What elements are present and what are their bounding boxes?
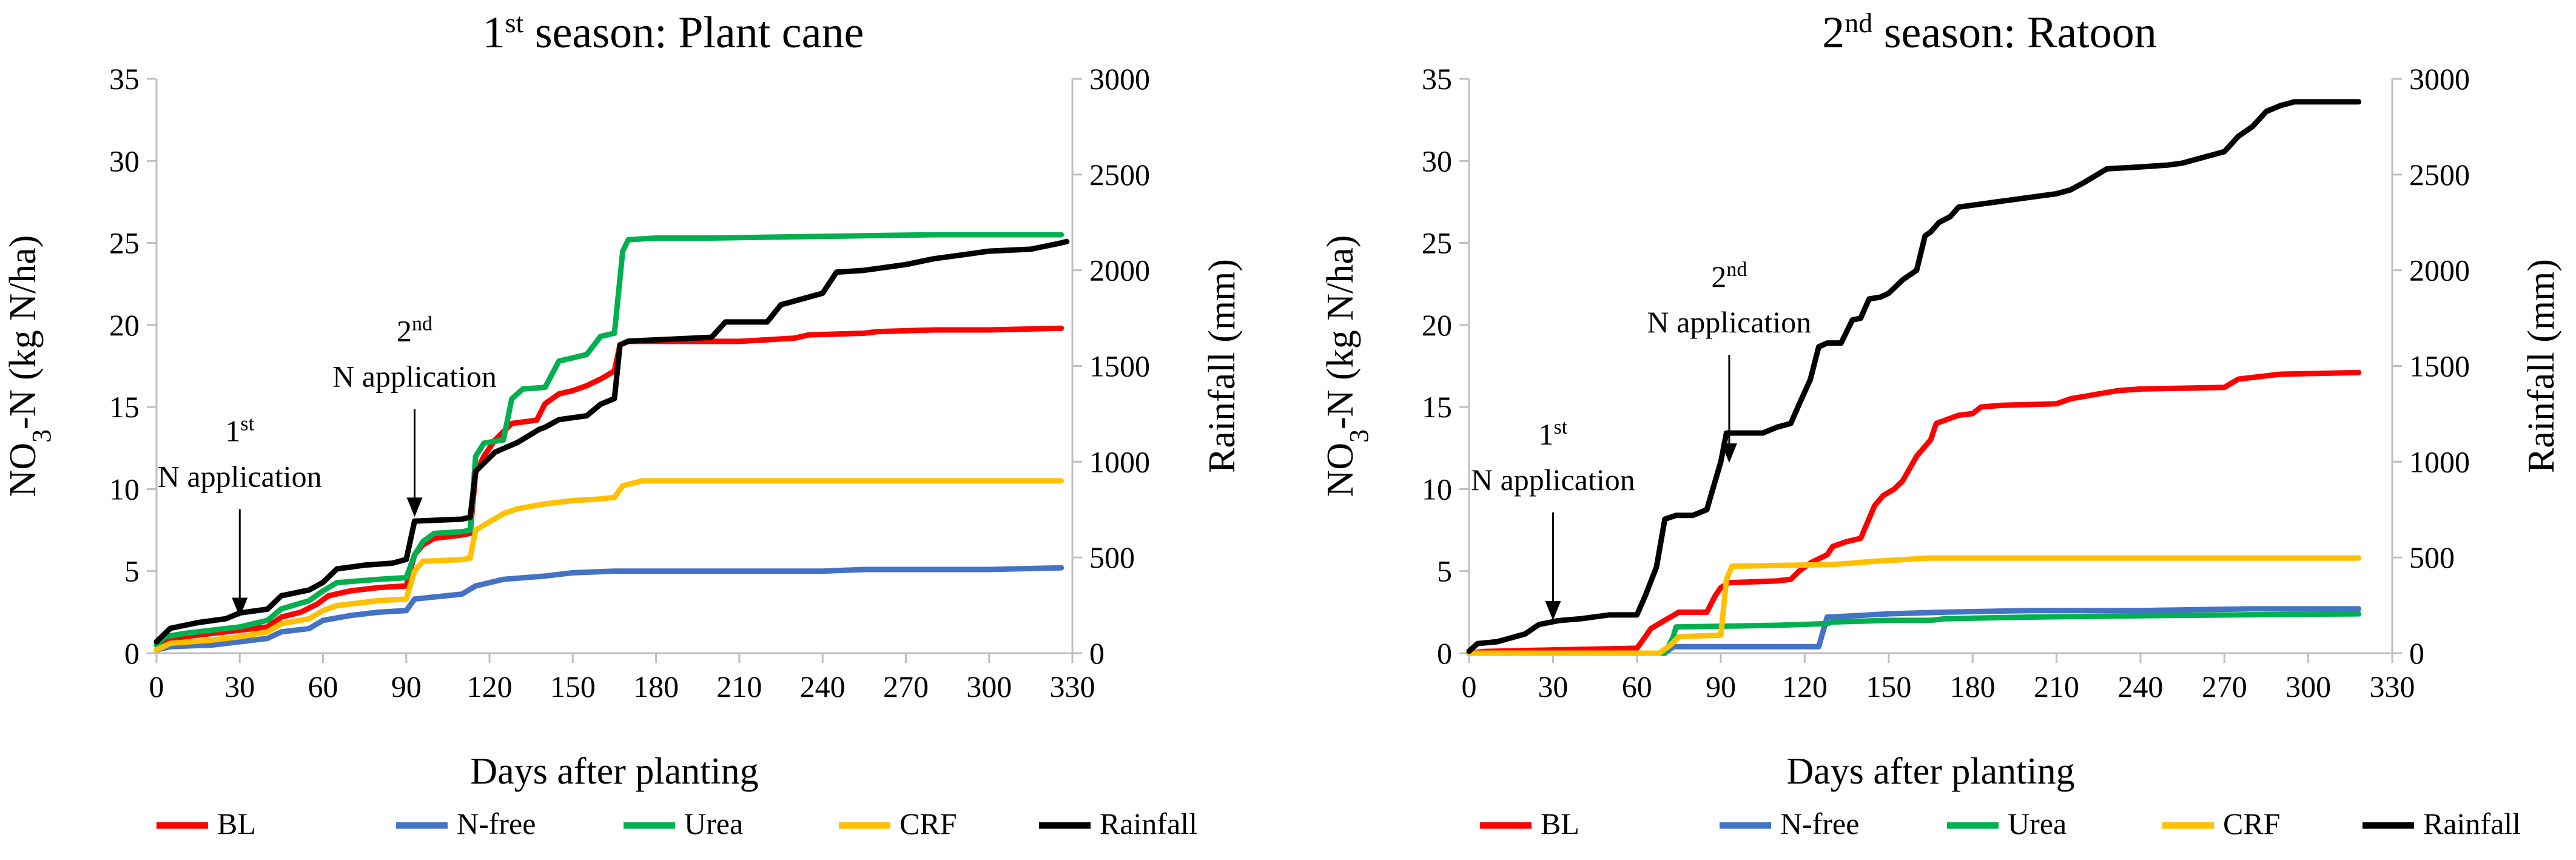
series-line-crf (1466, 555, 2362, 656)
y-tick-label: 0 (124, 636, 140, 670)
series-line-n-free (153, 565, 1064, 653)
y-tick-label: 5 (124, 554, 140, 588)
x-tick-label: 180 (1950, 670, 1996, 704)
x-tick-label: 240 (2117, 670, 2163, 704)
y-tick-label: 30 (1422, 144, 1452, 178)
legend-label: CRF (900, 807, 957, 841)
x-tick-label: 330 (2370, 670, 2415, 704)
y-tick-label: 25 (109, 226, 140, 260)
annotation-text: N application (1647, 305, 1812, 339)
annotation-text: N application (1471, 463, 1635, 497)
legend-label: Urea (684, 807, 743, 841)
annotation-arrow-head (406, 497, 423, 517)
y2-tick-label: 2500 (1089, 158, 1150, 192)
x-tick-label: 300 (966, 670, 1012, 704)
y2-tick-label: 1000 (1089, 445, 1150, 479)
series-line-bl (153, 325, 1064, 648)
legend-label: BL (1541, 807, 1579, 841)
x-tick-label: 270 (2202, 670, 2247, 704)
x-axis-title: Days after planting (470, 751, 758, 792)
annotation-text: N application (158, 459, 322, 493)
x-tick-label: 150 (550, 670, 596, 704)
x-tick-label: 210 (716, 670, 762, 704)
x-tick-label: 120 (1782, 670, 1828, 704)
x-tick-label: 240 (800, 670, 846, 704)
y-tick-label: 30 (109, 144, 140, 178)
x-tick-label: 30 (224, 670, 255, 704)
y-tick-label: 25 (1422, 226, 1452, 260)
x-tick-label: 210 (2034, 670, 2079, 704)
y-tick-label: 15 (109, 390, 140, 424)
y-tick-label: 35 (109, 62, 140, 96)
annotation-ordinal: 2nd (1711, 258, 1747, 294)
series-line-rainfall (1466, 99, 2362, 654)
chart-title: 1st season: Plant cane (483, 7, 864, 58)
x-tick-label: 180 (633, 670, 679, 704)
y2-tick-label: 2500 (2409, 158, 2470, 192)
y-tick-label: 10 (109, 472, 140, 506)
y2-tick-label: 500 (2409, 540, 2455, 574)
y-tick-label: 0 (1437, 636, 1452, 670)
x-tick-label: 270 (883, 670, 929, 704)
annotation-arrow-head (232, 597, 248, 617)
x-tick-label: 60 (308, 670, 338, 704)
x-tick-label: 120 (467, 670, 513, 704)
y2-tick-label: 1500 (2409, 349, 2470, 383)
y-tick-label: 10 (1422, 472, 1452, 506)
legend-label: N-free (457, 807, 536, 841)
legend-label: Urea (2008, 807, 2067, 841)
y2-tick-label: 3000 (2409, 62, 2470, 96)
legend-label: Rainfall (1100, 807, 1197, 841)
x-tick-label: 0 (149, 670, 164, 704)
y-axis-title: NO3-N (kg N/ha) (1320, 235, 1374, 497)
y2-tick-label: 1500 (1089, 349, 1150, 383)
y-tick-label: 20 (1422, 308, 1452, 342)
series-line-urea (1466, 611, 2362, 656)
chart-title: 2nd season: Ratoon (1822, 7, 2157, 58)
y2-tick-label: 3000 (1089, 62, 1150, 96)
legend-label: Rainfall (2423, 807, 2521, 841)
legend-label: CRF (2223, 807, 2281, 841)
x-tick-label: 90 (1706, 670, 1736, 704)
y2-axis-title: Rainfall (mm) (1202, 259, 1243, 473)
y-tick-label: 15 (1422, 390, 1452, 424)
series-line-n-free (1466, 606, 2362, 656)
x-tick-label: 0 (1462, 670, 1477, 704)
annotation-arrow-head (1545, 600, 1561, 620)
y2-tick-label: 2000 (1089, 254, 1150, 287)
y-tick-label: 20 (109, 308, 140, 342)
y2-tick-label: 500 (1089, 540, 1135, 574)
annotation-arrow-head (1721, 443, 1737, 463)
x-tick-label: 30 (1538, 670, 1568, 704)
x-tick-label: 60 (1622, 670, 1652, 704)
annotation-ordinal: 1st (225, 412, 254, 448)
x-tick-label: 150 (1866, 670, 1911, 704)
y-axis-title: NO3-N (kg N/ha) (2, 235, 56, 497)
y2-tick-label: 1000 (2409, 445, 2470, 479)
series-line-crf (153, 478, 1064, 653)
series-line-bl (1466, 369, 2362, 656)
annotation-ordinal: 1st (1539, 415, 1568, 451)
x-tick-label: 330 (1050, 670, 1095, 704)
legend-label: BL (217, 807, 256, 841)
y2-tick-label: 0 (1089, 636, 1105, 670)
series-line-urea (153, 232, 1064, 648)
y-tick-label: 35 (1422, 62, 1452, 96)
x-tick-label: 300 (2285, 670, 2331, 704)
x-tick-label: 90 (391, 670, 422, 704)
legend-label: N-free (1780, 807, 1859, 841)
annotation-ordinal: 2nd (397, 312, 432, 348)
annotation-text: N application (332, 359, 497, 393)
series-line-rainfall (153, 238, 1070, 645)
y2-tick-label: 0 (2409, 636, 2424, 670)
y-tick-label: 5 (1437, 554, 1452, 588)
y2-axis-title: Rainfall (mm) (2521, 259, 2562, 473)
y2-tick-label: 2000 (2409, 254, 2470, 287)
x-axis-title: Days after planting (1786, 751, 2074, 792)
